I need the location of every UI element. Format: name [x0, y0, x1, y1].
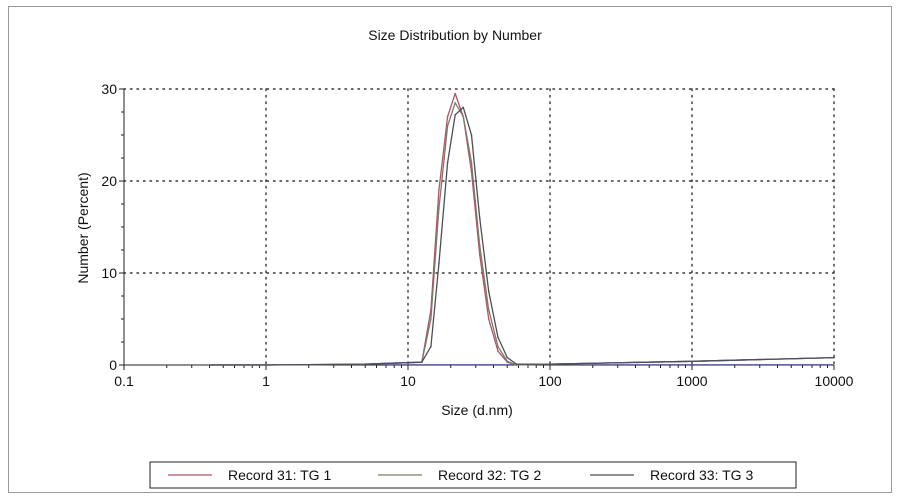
series-point-3	[364, 363, 367, 365]
series-point-3	[265, 364, 267, 366]
series-point-1	[438, 189, 440, 191]
series-point-1	[478, 253, 481, 256]
legend-box	[149, 461, 797, 489]
series-point-2	[430, 318, 432, 320]
series-point-3	[497, 336, 499, 339]
x-tick-label: 10	[400, 373, 416, 389]
x-tick-label: 10000	[815, 373, 854, 389]
series-point-3	[515, 363, 518, 365]
y-tick-label: 0	[109, 357, 117, 373]
series-point-3	[454, 113, 457, 116]
series-point-1	[454, 92, 457, 95]
series-point-2	[470, 161, 473, 164]
series-point-2	[462, 115, 465, 118]
series-point-2	[478, 244, 481, 247]
grid-lines	[123, 88, 835, 366]
x-axis-label: Size (d.nm)	[441, 402, 513, 418]
series-point-3	[549, 363, 551, 365]
x-tick-label: 1	[262, 373, 270, 389]
legend-label-3: Record 33: TG 3	[650, 467, 753, 483]
series-point-1	[446, 115, 449, 118]
series-point-2	[497, 345, 499, 348]
x-tick-label: 100	[538, 373, 562, 389]
y-axis-label: Number (Percent)	[75, 172, 91, 283]
series-line-3	[209, 106, 835, 366]
series-line-1	[209, 92, 835, 366]
x-tick-label: 1000	[676, 373, 707, 389]
series-point-3	[420, 361, 423, 364]
series-point-2	[454, 102, 457, 104]
series-point-3	[478, 217, 481, 219]
series-point-3	[470, 134, 473, 136]
y-tick-label: 20	[101, 173, 117, 189]
series-point-3	[430, 345, 432, 348]
series-point-3	[446, 161, 449, 164]
chart-title: Size Distribution by Number	[368, 27, 542, 43]
chart-frame	[8, 6, 892, 493]
legend: Record 31: TG 1 Record 32: TG 2 Record 33:…	[149, 461, 797, 489]
legend-label-2: Record 32: TG 2	[438, 467, 541, 483]
x-tick-label: 0.1	[114, 373, 134, 389]
series-line-2	[209, 102, 835, 366]
series-point-3	[833, 356, 835, 359]
y-tick-label: 30	[101, 81, 117, 97]
series-point-2	[446, 125, 449, 127]
series-point-2	[506, 360, 509, 363]
series-point-3	[506, 356, 509, 359]
series-point-3	[691, 360, 693, 363]
data-series	[208, 92, 835, 366]
series-point-1	[487, 318, 490, 320]
series-point-3	[462, 106, 465, 109]
y-tick-label: 10	[101, 265, 117, 281]
axes	[119, 88, 835, 370]
legend-label-1: Record 31: TG 1	[228, 467, 331, 483]
series-point-2	[487, 309, 490, 311]
series-point-1	[497, 350, 499, 353]
series-point-3	[438, 263, 440, 265]
series-point-3	[208, 364, 211, 366]
series-point-3	[487, 290, 490, 293]
tick-labels: 0.1 1 10 100 1000 10000 0 10 20 30	[101, 81, 853, 389]
series-point-2	[438, 207, 440, 210]
